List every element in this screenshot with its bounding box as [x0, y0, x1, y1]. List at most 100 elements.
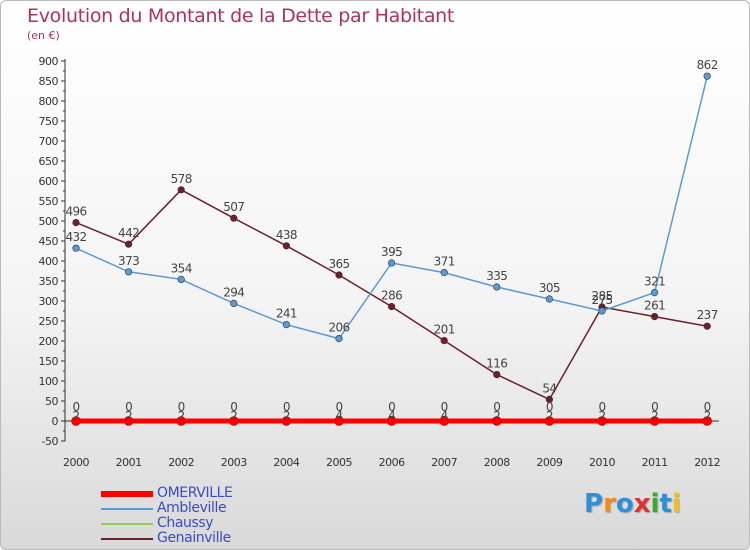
- y-tick-label: -50: [42, 435, 59, 448]
- data-label-omerville: 0: [125, 400, 132, 414]
- logo-letter: x: [633, 489, 651, 519]
- data-point-omerville: [229, 416, 239, 426]
- data-label-omerville: 0: [704, 400, 711, 414]
- y-tick-label: 750: [39, 115, 59, 128]
- data-label-chaussy: 4: [388, 408, 395, 422]
- data-label-ambleville: 241: [276, 307, 297, 321]
- x-tick-label: 2003: [221, 456, 247, 469]
- data-point-ambleville: [72, 244, 80, 252]
- data-label-chaussy: 2: [125, 409, 132, 423]
- data-label-genainville: 116: [486, 357, 507, 371]
- y-tick-label: 50: [45, 395, 58, 408]
- data-label-omerville: 0: [546, 400, 553, 414]
- x-tick-label: 2011: [642, 456, 668, 469]
- y-tick-label: 400: [39, 255, 59, 268]
- data-label-chaussy: 2: [230, 409, 237, 423]
- legend-item-omerville[interactable]: OMERVILLE: [101, 485, 233, 501]
- data-label-genainville: 507: [223, 200, 244, 214]
- data-label-ambleville: 373: [118, 254, 139, 268]
- legend-swatch-omerville: [101, 490, 153, 497]
- data-label-ambleville: 395: [381, 245, 402, 259]
- x-tick-label: 2002: [168, 456, 194, 469]
- x-tick-label: 2008: [484, 456, 510, 469]
- data-point-genainville: [177, 186, 185, 194]
- legend-item-ambleville[interactable]: Ambleville: [101, 500, 232, 516]
- data-point-omerville: [334, 416, 344, 426]
- data-label-omerville: 0: [72, 400, 79, 414]
- y-tick-label: 850: [39, 75, 59, 88]
- data-point-ambleville: [545, 295, 554, 303]
- x-tick-label: 2009: [536, 456, 562, 469]
- logo-letter: i: [650, 489, 660, 519]
- logo-letter: i: [671, 489, 681, 519]
- legend-label-omerville: OMERVILLE: [157, 485, 233, 501]
- y-tick-label: 350: [39, 275, 59, 288]
- data-point-omerville: [702, 416, 713, 426]
- data-point-omerville: [386, 416, 397, 426]
- y-tick-label: 100: [39, 375, 59, 388]
- logo-letter: r: [603, 489, 616, 519]
- y-tick-label: 900: [39, 55, 59, 68]
- data-point-ambleville: [177, 275, 185, 284]
- data-label-ambleville: 294: [223, 285, 244, 299]
- y-tick-label: 450: [39, 235, 59, 248]
- data-point-ambleville: [493, 283, 501, 291]
- y-tick-label: 200: [39, 335, 59, 348]
- data-label-genainville: 237: [697, 308, 718, 322]
- data-point-omerville: [597, 416, 607, 426]
- data-point-ambleville: [230, 299, 238, 308]
- x-tick-label: 2005: [326, 456, 352, 469]
- data-label-chaussy: 2: [651, 409, 658, 423]
- x-tick-label: 2010: [589, 456, 615, 469]
- y-tick-label: 500: [39, 215, 59, 228]
- legend-item-chaussy[interactable]: Chaussy: [101, 515, 232, 531]
- data-label-ambleville: 305: [539, 281, 560, 295]
- legend-swatch-genainville: [101, 537, 153, 540]
- data-point-omerville: [649, 416, 660, 426]
- data-point-omerville: [491, 416, 502, 426]
- legend-item-genainville[interactable]: Genainville: [101, 530, 232, 546]
- data-point-genainville: [124, 240, 133, 248]
- data-label-genainville: 285: [591, 289, 612, 303]
- y-tick-label: 550: [39, 195, 59, 208]
- data-point-ambleville: [388, 259, 396, 267]
- data-point-genainville: [72, 219, 80, 227]
- x-tick-label: 2000: [63, 456, 89, 469]
- data-label-genainville: 438: [276, 228, 297, 242]
- data-label-genainville: 578: [171, 172, 192, 186]
- x-tick-label: 2006: [379, 456, 405, 469]
- data-label-omerville: 0: [651, 400, 658, 414]
- data-label-chaussy: 2: [704, 409, 711, 423]
- data-label-chaussy: 4: [441, 408, 448, 422]
- data-point-ambleville: [124, 268, 133, 276]
- legend-label-genainville: Genainville: [157, 530, 231, 546]
- y-tick-label: 150: [39, 355, 59, 368]
- data-point-omerville: [71, 416, 81, 426]
- data-label-chaussy: 2: [72, 409, 79, 423]
- legend-label-ambleville: Ambleville: [157, 500, 227, 516]
- logo-letter: o: [615, 489, 634, 519]
- y-tick-label: 800: [39, 95, 59, 108]
- data-point-ambleville: [282, 321, 291, 329]
- x-tick-label: 2004: [273, 456, 299, 469]
- data-label-ambleville: 321: [644, 275, 665, 289]
- y-tick-label: 600: [39, 175, 59, 188]
- data-label-genainville: 496: [65, 205, 86, 219]
- y-tick-label: 0: [52, 415, 59, 428]
- data-point-omerville: [176, 416, 186, 426]
- data-point-genainville: [650, 313, 659, 321]
- x-tick-label: 2012: [694, 456, 720, 469]
- data-label-genainville: 442: [118, 226, 139, 240]
- data-point-ambleville: [650, 289, 659, 297]
- data-point-ambleville: [703, 72, 711, 80]
- data-label-omerville: 0: [388, 400, 395, 414]
- data-point-genainville: [230, 214, 238, 222]
- data-point-genainville: [335, 271, 343, 279]
- data-label-genainville: 201: [434, 323, 455, 337]
- data-point-genainville: [703, 322, 711, 330]
- data-point-genainville: [282, 242, 291, 250]
- data-label-chaussy: 4: [335, 408, 342, 422]
- data-label-chaussy: 2: [178, 409, 185, 423]
- data-label-chaussy: 2: [546, 409, 553, 423]
